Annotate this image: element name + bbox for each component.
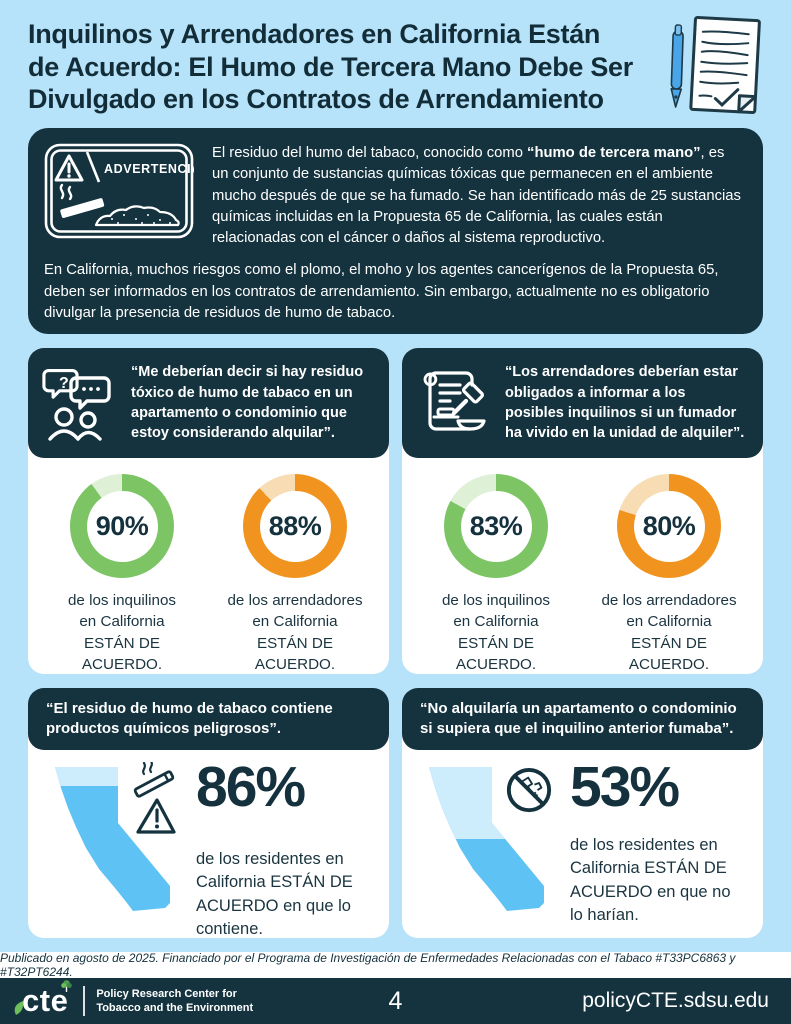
donut-percent-label: 90% (95, 510, 149, 541)
intro-box: ADVERTENCIA El residuo del humo del taba… (28, 128, 763, 334)
donut-chart-83: 83% (444, 474, 548, 578)
donut-chart-80: 80% (617, 474, 721, 578)
people-chat-icon: ? (42, 368, 111, 441)
publication-note: Publicado en agosto de 2025. Financiado … (0, 951, 791, 979)
stat-card-obligation: “Los arrendadores deberían estar obligad… (402, 348, 763, 674)
advertencia-label: ADVERTENCIA (104, 162, 194, 176)
donut-landlords: 80% de los arrendadores en California ES… (586, 474, 752, 675)
cte-logo: cte Policy Research Center for Tobacco a… (14, 980, 254, 1019)
advertencia-warning-label-icon: ADVERTENCIA (44, 143, 194, 239)
donut-row: 83% de los inquilinos en California ESTÁ… (402, 458, 763, 675)
map-caption: de los residentes en California ESTÁN DE… (570, 836, 731, 925)
donut-tenants: 90% de los inquilinos en California ESTÁ… (39, 474, 205, 675)
stat-card-quote-header: “Los arrendadores deberían estar obligad… (402, 348, 763, 458)
page-title: Inquilinos y Arrendadores en California … (28, 19, 633, 115)
map-caption: de los residentes en California ESTÁN DE… (196, 850, 353, 939)
stat-card-disclosure: ? “Me deberían decir si hay residuo tóxi… (28, 348, 389, 674)
svg-text:?: ? (59, 375, 69, 392)
tree-icon (61, 980, 73, 992)
donut-caption: de los arrendadores en California ESTÁN … (601, 592, 737, 673)
donut-percent-label: 80% (642, 510, 696, 541)
cigarette-warning-icon (133, 762, 176, 834)
intro-paragraph-2: En California, muchos riesgos como el pl… (44, 262, 719, 322)
footer-url: policyCTE.sdsu.edu (582, 989, 769, 1012)
quote-text: “Me deberían decir si hay residuo tóxico… (131, 364, 364, 442)
map-stat-block: 86% de los residentes en California ESTÁ… (124, 755, 353, 942)
page-number: 4 (388, 986, 403, 1015)
california-map-chart (40, 764, 180, 924)
donut-caption: de los arrendadores en California ESTÁN … (227, 592, 363, 673)
map-card-chemicals: “El residuo de humo de tabaco contiene p… (28, 688, 389, 938)
map-card-quote-header: “No alquilaría un apartamento o condomin… (402, 688, 763, 750)
california-map-chart (414, 764, 554, 924)
donut-chart-90: 90% (70, 474, 174, 578)
map-stat-block: 53% de los residentes en California ESTÁ… (498, 755, 731, 928)
page-header: Inquilinos y Arrendadores en California … (0, 0, 791, 118)
donut-caption: de los inquilinos en California ESTÁN DE… (67, 592, 177, 673)
intro-p1-bold: “humo de tercera mano” (527, 145, 701, 161)
donut-row: 90% de los inquilinos en California ESTÁ… (28, 458, 389, 675)
cte-logo-text: cte (14, 980, 73, 1019)
document-pen-icon (670, 15, 761, 115)
big-percent: 86% (196, 755, 306, 819)
stat-cards-row: ? “Me deberían decir si hay residuo tóxi… (28, 348, 763, 674)
donut-landlords: 88% de los arrendadores en California ES… (212, 474, 378, 675)
law-scroll-gavel-icon (423, 371, 486, 431)
leaf-icon (14, 1001, 24, 1015)
map-cards-row: “El residuo de humo de tabaco contiene p… (28, 688, 763, 938)
map-card-no-rent: “No alquilaría un apartamento o condomin… (402, 688, 763, 938)
quote-text: “El residuo de humo de tabaco contiene p… (46, 699, 333, 737)
quote-text: “Los arrendadores deberían estar obligad… (505, 364, 745, 442)
big-percent: 53% (570, 755, 680, 819)
map-card-quote-header: “El residuo de humo de tabaco contiene p… (28, 688, 389, 750)
quote-text: “No alquilaría un apartamento o condomin… (420, 699, 737, 737)
stat-card-quote-header: ? “Me deberían decir si hay residuo tóxi… (28, 348, 389, 458)
no-keys-icon (506, 767, 552, 813)
org-name: Policy Research Center for Tobacco and t… (96, 987, 254, 1014)
intro-p1-pre: El residuo del humo del tabaco, conocido… (212, 145, 528, 161)
donut-percent-label: 88% (268, 510, 322, 541)
logo-separator (83, 986, 86, 1016)
footer-bar: cte Policy Research Center for Tobacco a… (0, 978, 791, 1024)
donut-tenants: 83% de los inquilinos en California ESTÁ… (413, 474, 579, 675)
donut-percent-label: 83% (469, 510, 523, 541)
donut-caption: de los inquilinos en California ESTÁN DE… (441, 592, 551, 673)
donut-chart-88: 88% (243, 474, 347, 578)
intro-paragraph-1: El residuo del humo del tabaco, conocido… (212, 143, 743, 249)
intro-p1-post: , es un conjunto de sustancias químicas … (212, 145, 741, 247)
